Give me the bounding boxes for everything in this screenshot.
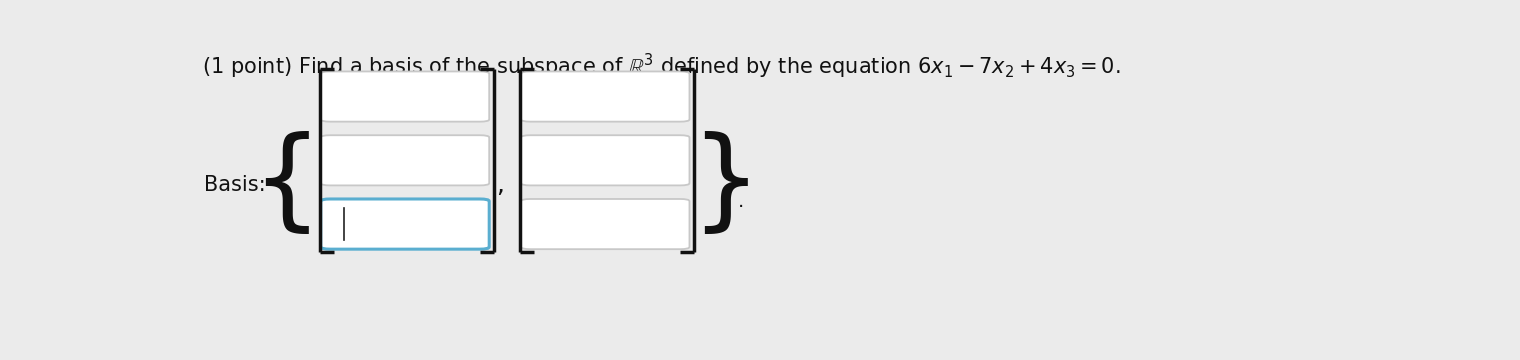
FancyBboxPatch shape (521, 72, 690, 122)
FancyBboxPatch shape (521, 135, 690, 185)
Text: {: { (251, 131, 322, 238)
FancyBboxPatch shape (321, 72, 489, 122)
Text: }: } (690, 131, 762, 238)
Text: Basis:: Basis: (204, 175, 266, 194)
FancyBboxPatch shape (321, 199, 489, 249)
Text: ,: , (496, 172, 503, 197)
Text: (1 point) Find a basis of the subspace of $\mathbb{R}^3$ defined by the equation: (1 point) Find a basis of the subspace o… (202, 51, 1120, 81)
Text: .: . (739, 192, 745, 211)
FancyBboxPatch shape (321, 135, 489, 185)
FancyBboxPatch shape (521, 199, 690, 249)
